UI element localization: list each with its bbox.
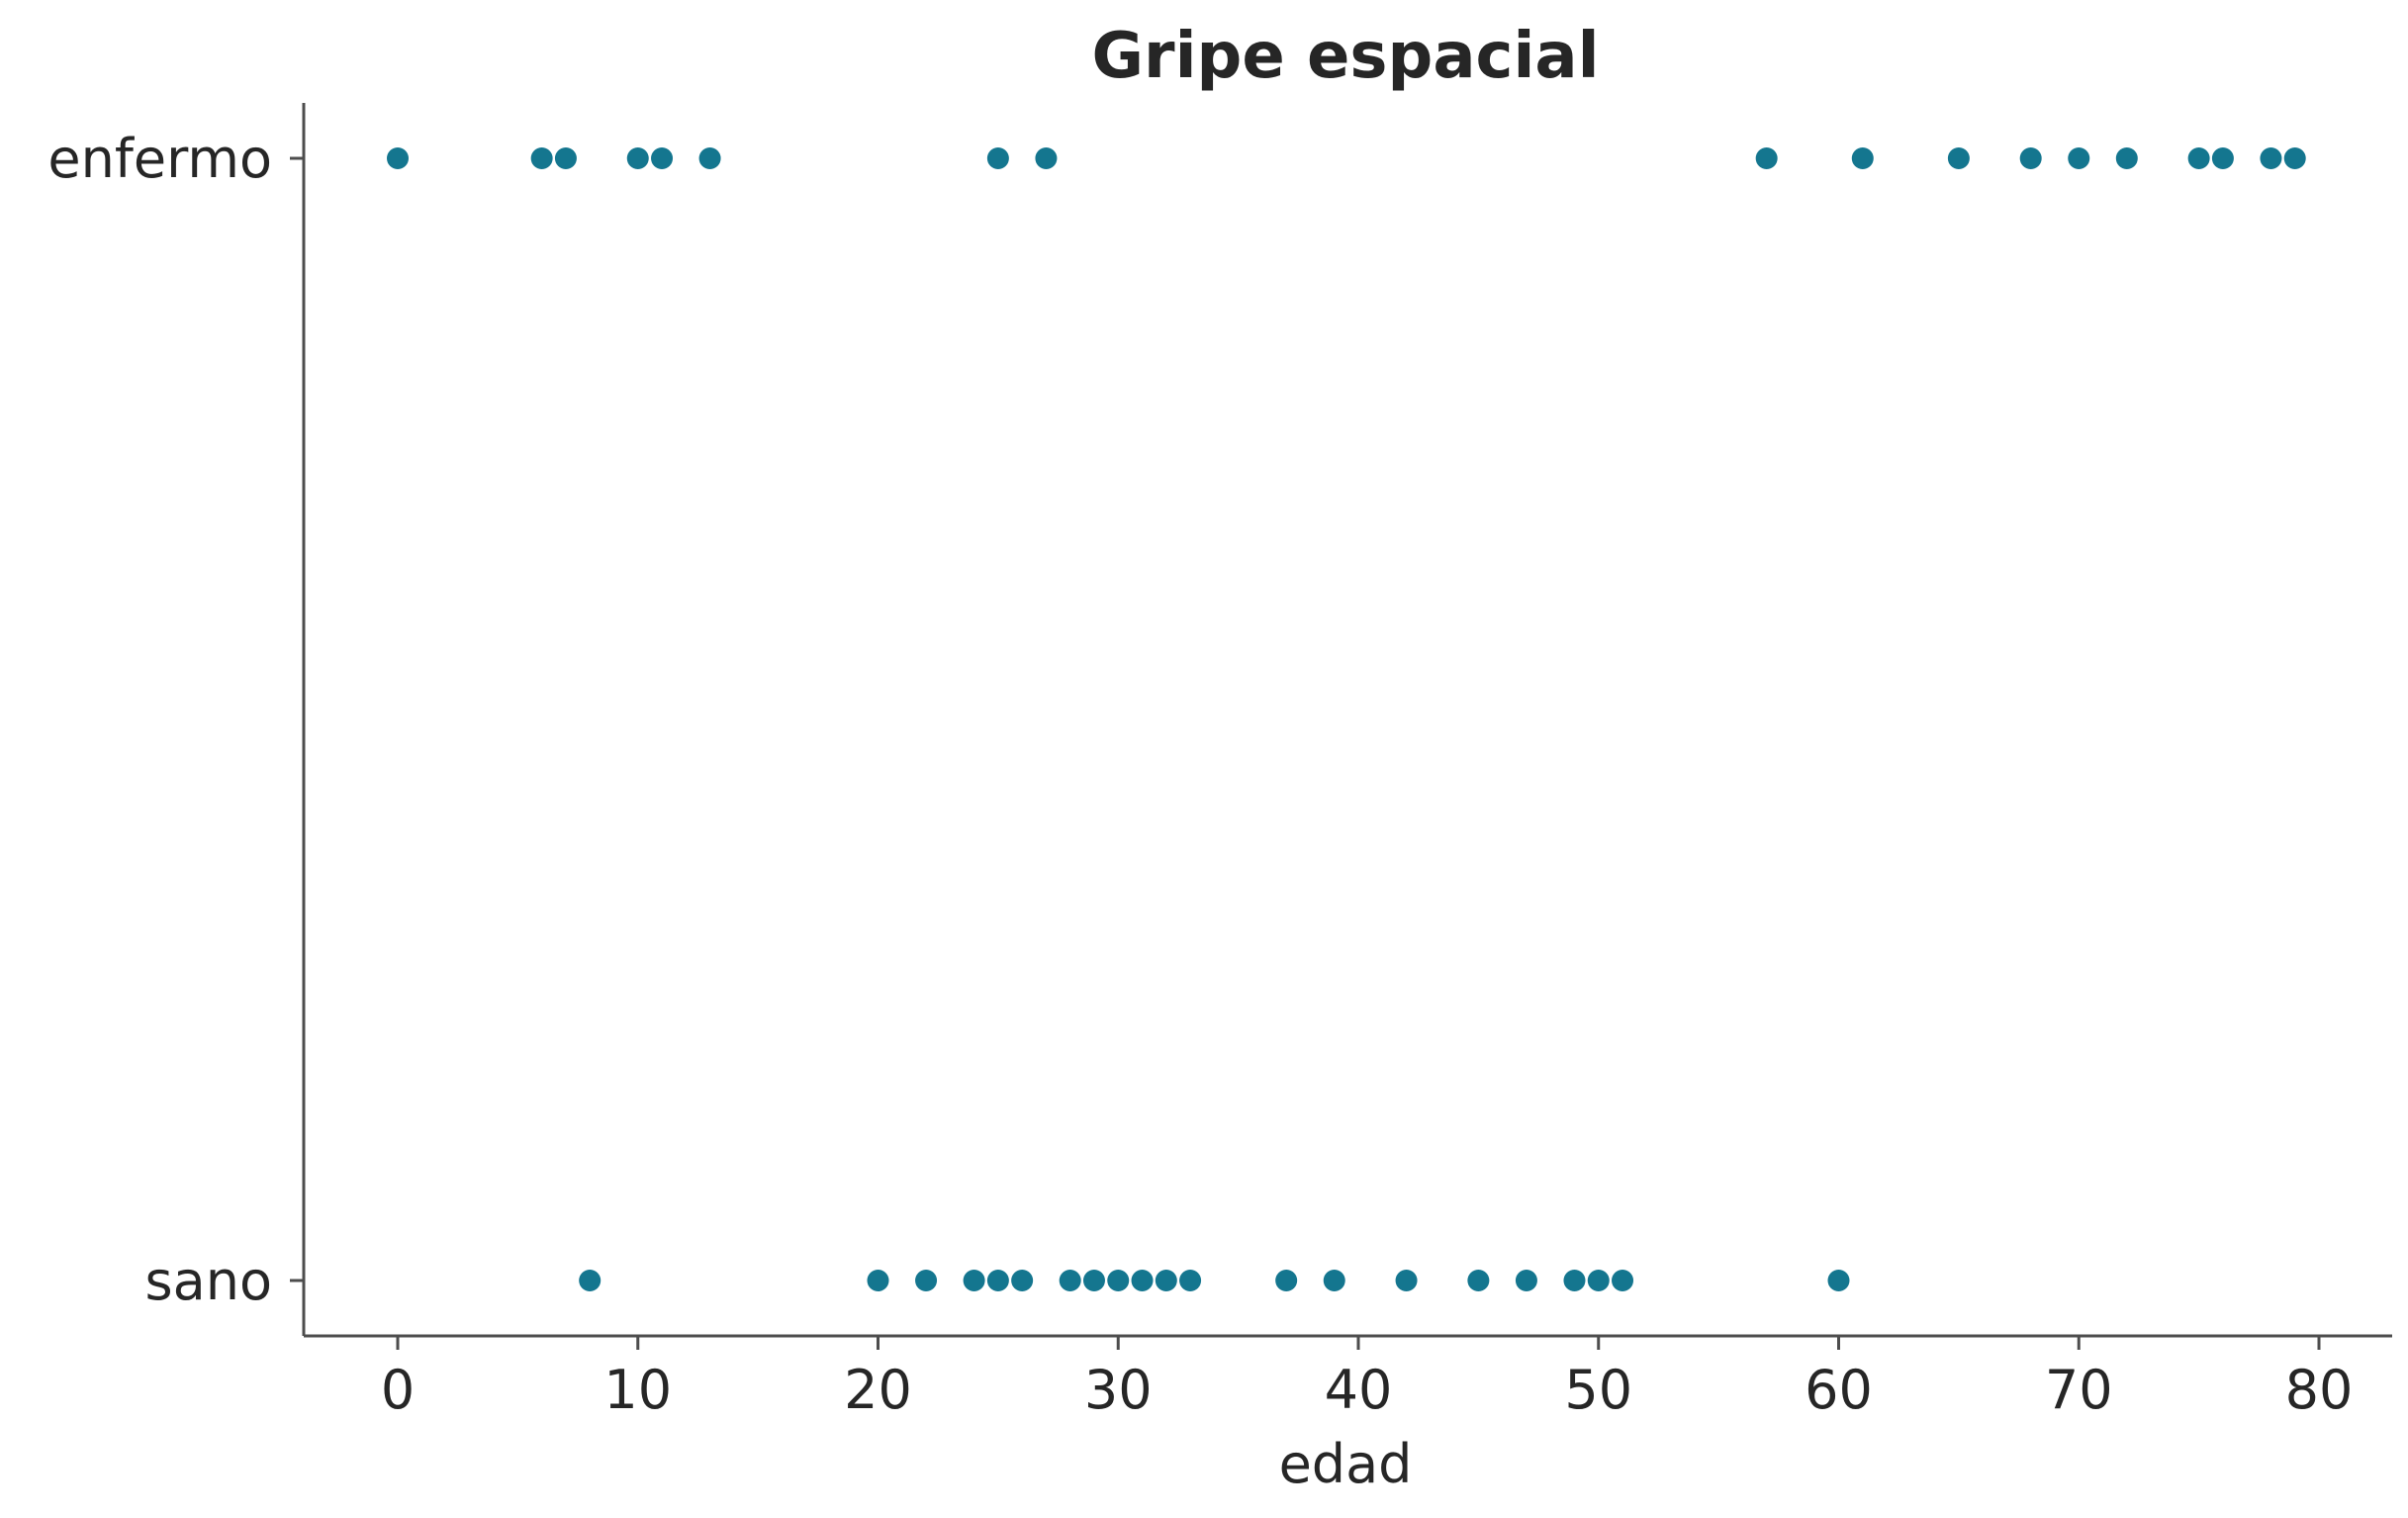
data-point-sano [1131,1270,1154,1291]
data-point-enfermo [2187,147,2210,169]
data-point-enfermo [2115,147,2138,169]
x-tick-label: 80 [2285,1359,2354,1421]
data-point-sano [579,1270,602,1291]
data-point-sano [1563,1270,1586,1291]
x-tick-label: 10 [603,1359,672,1421]
x-tick-label: 30 [1084,1359,1153,1421]
data-point-sano [1155,1270,1177,1291]
data-point-sano [1612,1270,1634,1291]
data-point-enfermo [2068,147,2090,169]
data-point-enfermo [2211,147,2234,169]
data-point-sano [1515,1270,1537,1291]
data-point-enfermo [2283,147,2306,169]
data-point-enfermo [1851,147,1874,169]
data-point-sano [1275,1270,1298,1291]
data-point-enfermo [530,147,553,169]
data-point-enfermo [1947,147,1970,169]
data-point-enfermo [651,147,674,169]
data-point-sano [867,1270,889,1291]
x-tick-label: 60 [1805,1359,1873,1421]
data-point-enfermo [986,147,1009,169]
x-tick-label: 50 [1564,1359,1632,1421]
y-ticks: sano enfermo [47,128,304,1312]
data-point-sano [1107,1270,1130,1291]
data-point-sano [1082,1270,1105,1291]
data-point-sano [1827,1270,1850,1291]
axes [302,103,2392,1338]
x-ticks: 0 10 20 30 40 50 60 70 80 [381,1336,2354,1421]
data-point-enfermo [554,147,577,169]
data-point-sano [1323,1270,1345,1291]
data-point-sano [1179,1270,1202,1291]
data-point-enfermo [2260,147,2282,169]
x-tick-label: 0 [381,1359,415,1421]
x-axis-label: edad [1279,1433,1413,1495]
y-tick-label: sano [145,1250,273,1312]
y-tick-label: enfermo [47,128,272,190]
x-tick-label: 70 [2045,1359,2113,1421]
data-point-sano [1467,1270,1490,1291]
data-point-sano [1395,1270,1418,1291]
data-point-enfermo [626,147,649,169]
data-points [387,147,2306,1291]
x-tick-label: 20 [844,1359,912,1421]
data-point-enfermo [1755,147,1778,169]
chart-title: Gripe espacial [1091,20,1599,93]
data-point-sano [963,1270,985,1291]
data-point-enfermo [387,147,409,169]
data-point-enfermo [698,147,721,169]
x-tick-label: 40 [1325,1359,1393,1421]
data-point-enfermo [1035,147,1058,169]
data-point-sano [1011,1270,1034,1291]
data-point-enfermo [2019,147,2042,169]
data-point-sano [915,1270,938,1291]
data-point-sano [1587,1270,1610,1291]
data-point-sano [986,1270,1009,1291]
data-point-sano [1059,1270,1081,1291]
